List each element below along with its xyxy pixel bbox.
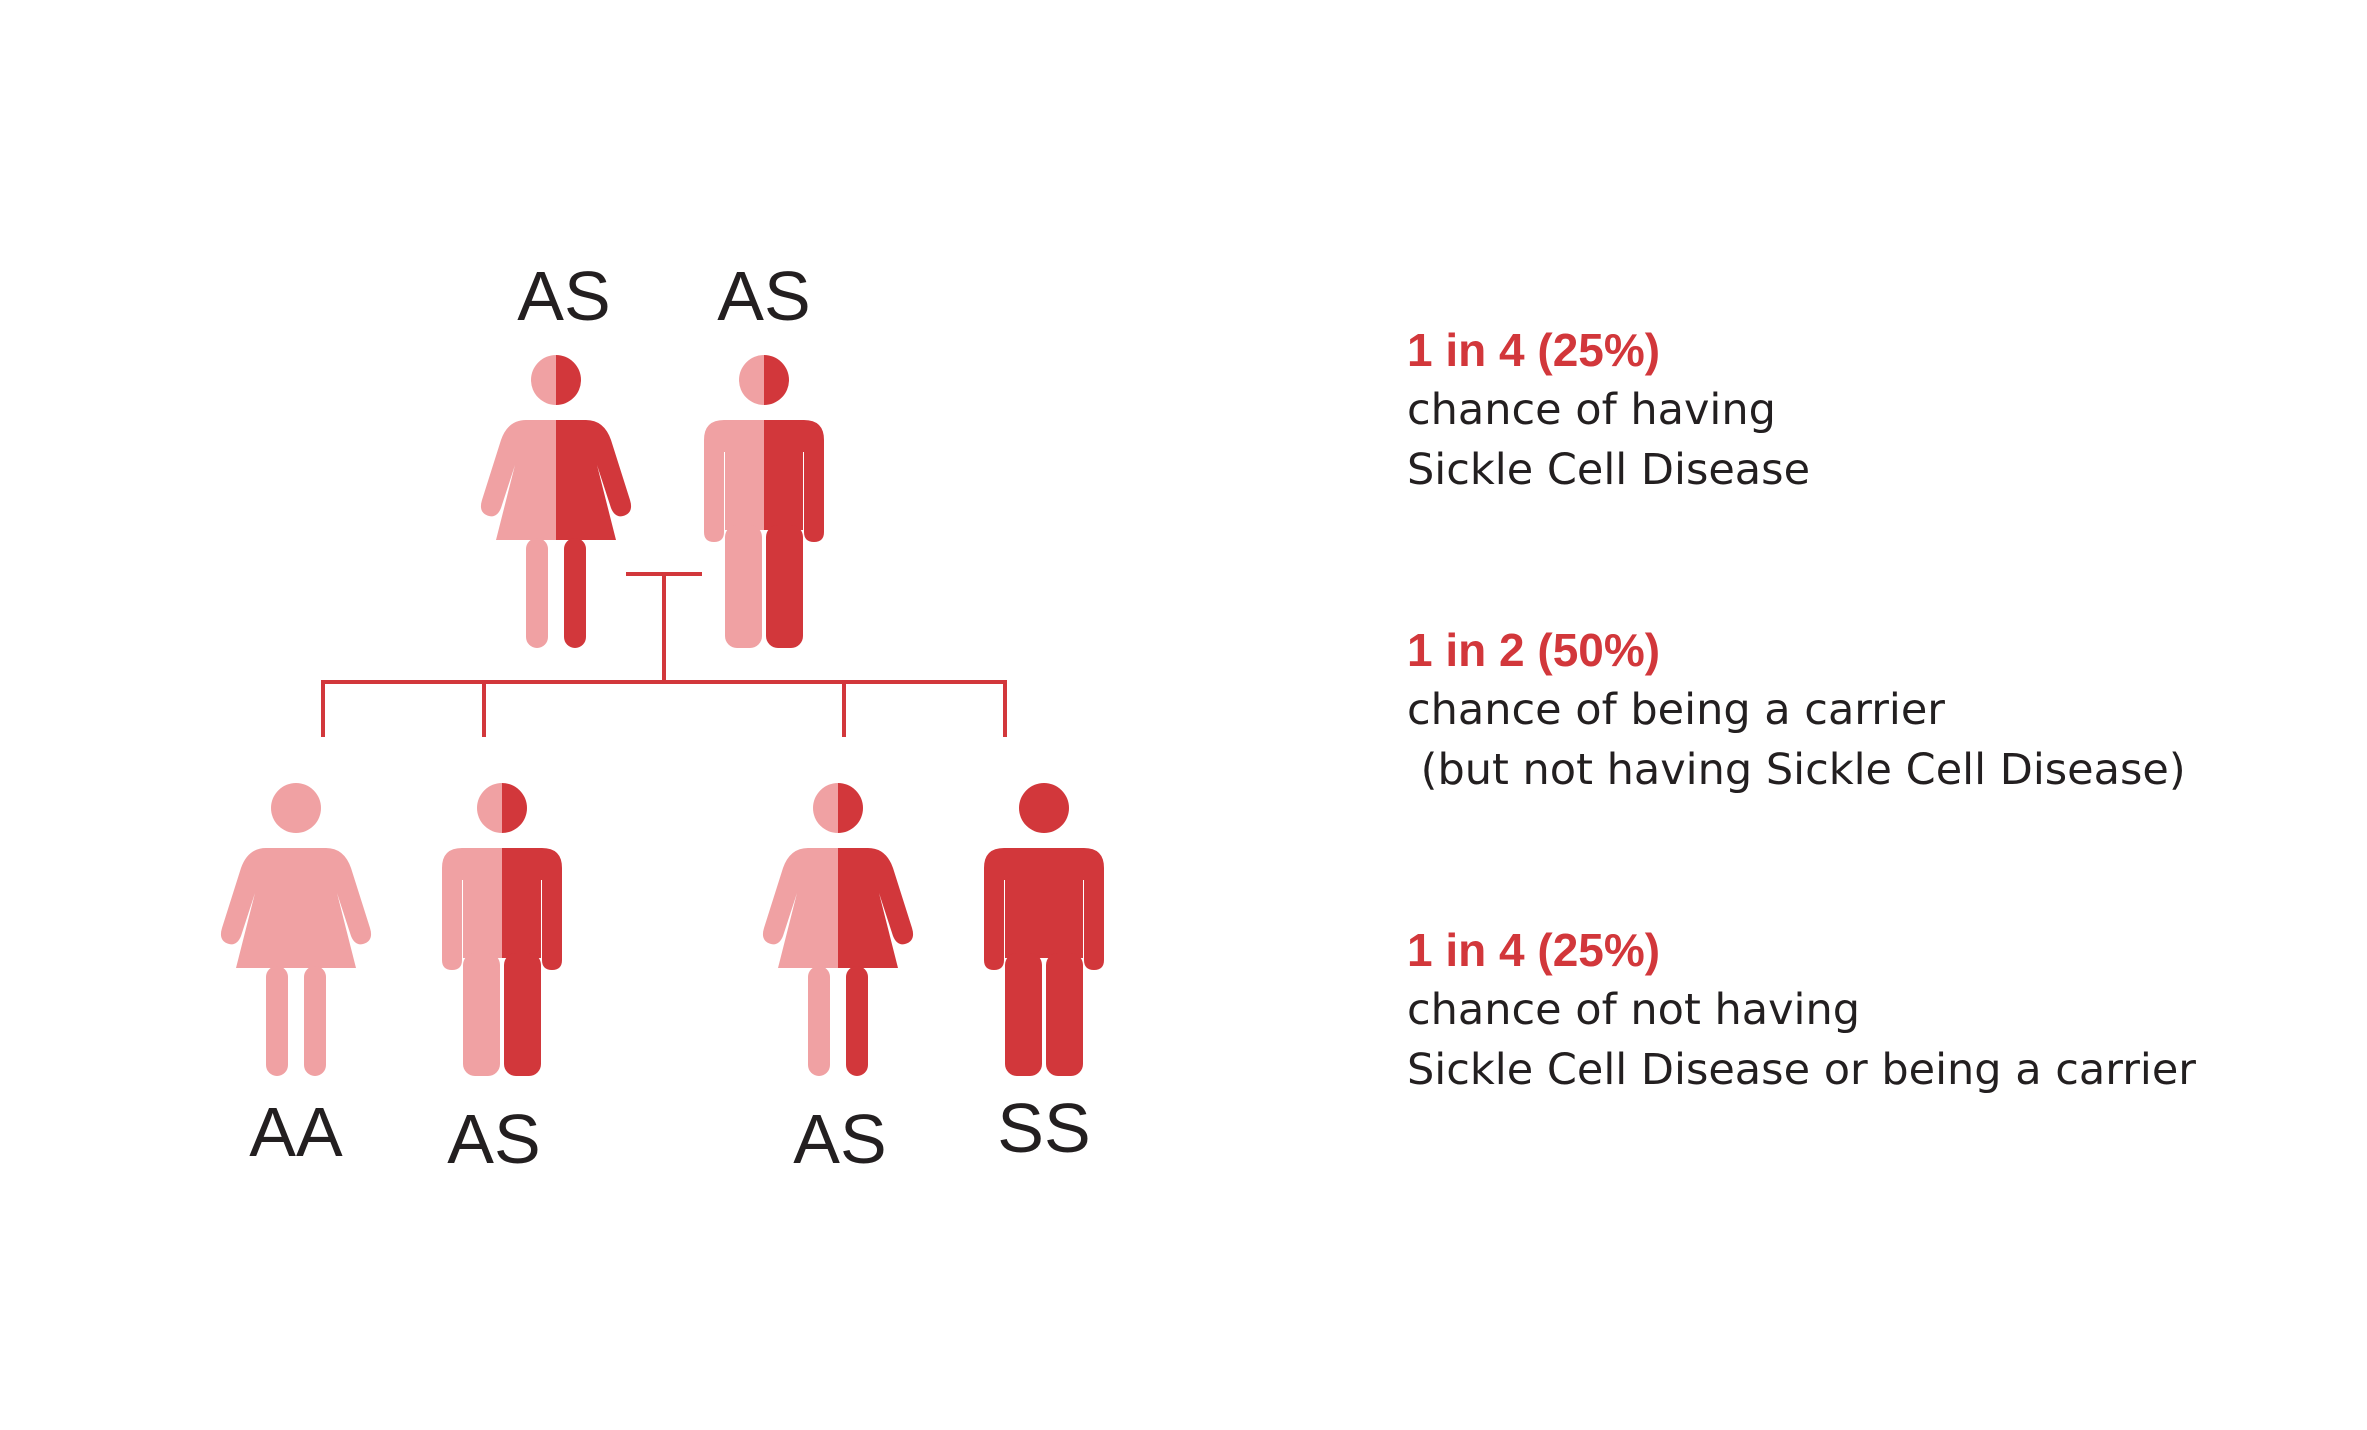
- child-female-figure-0: [220, 783, 372, 1076]
- people-figures: AS AS AA AS AS SS: [220, 257, 1104, 1178]
- family-connector-lines: [321, 572, 1007, 737]
- stat-text-line: Sickle Cell Disease: [1407, 445, 1811, 495]
- child-female-figure-2: [762, 783, 914, 1076]
- stat-text-line: chance of having: [1407, 385, 1776, 435]
- figure-right-half: [556, 355, 632, 648]
- stat-text-line: chance of being a carrier: [1407, 685, 1945, 735]
- stat-headline: 1 in 4 (25%): [1407, 924, 1661, 976]
- stat-text-line: Sickle Cell Disease or being a carrier: [1407, 1045, 2196, 1095]
- stat-block-unaffected: 1 in 4 (25%) chance of not having Sickle…: [1407, 920, 2307, 1100]
- parent-female-figure-0: [480, 355, 632, 648]
- parent-genotype-label: AS: [517, 257, 610, 335]
- stat-block-disease: 1 in 4 (25%) chance of having Sickle Cel…: [1407, 320, 2307, 500]
- stat-text-line: (but not having Sickle Cell Disease): [1407, 745, 2186, 795]
- stat-headline: 1 in 4 (25%): [1407, 324, 1661, 376]
- stat-headline: 1 in 2 (50%): [1407, 624, 1661, 676]
- figure-right-half: [296, 783, 372, 1076]
- parent-genotype-label: AS: [717, 257, 810, 335]
- figure-right-half: [838, 783, 914, 1076]
- child-genotype-label: SS: [997, 1089, 1090, 1167]
- child-genotype-label: AS: [447, 1100, 540, 1178]
- child-male-figure-1: [442, 783, 562, 1076]
- parent-male-figure-1: [704, 355, 824, 648]
- child-genotype-label: AS: [793, 1100, 886, 1178]
- child-genotype-label: AA: [249, 1093, 343, 1171]
- child-male-figure-3: [984, 783, 1104, 1076]
- stat-text-line: chance of not having: [1407, 985, 1861, 1035]
- stat-block-carrier: 1 in 2 (50%) chance of being a carrier (…: [1407, 620, 2307, 800]
